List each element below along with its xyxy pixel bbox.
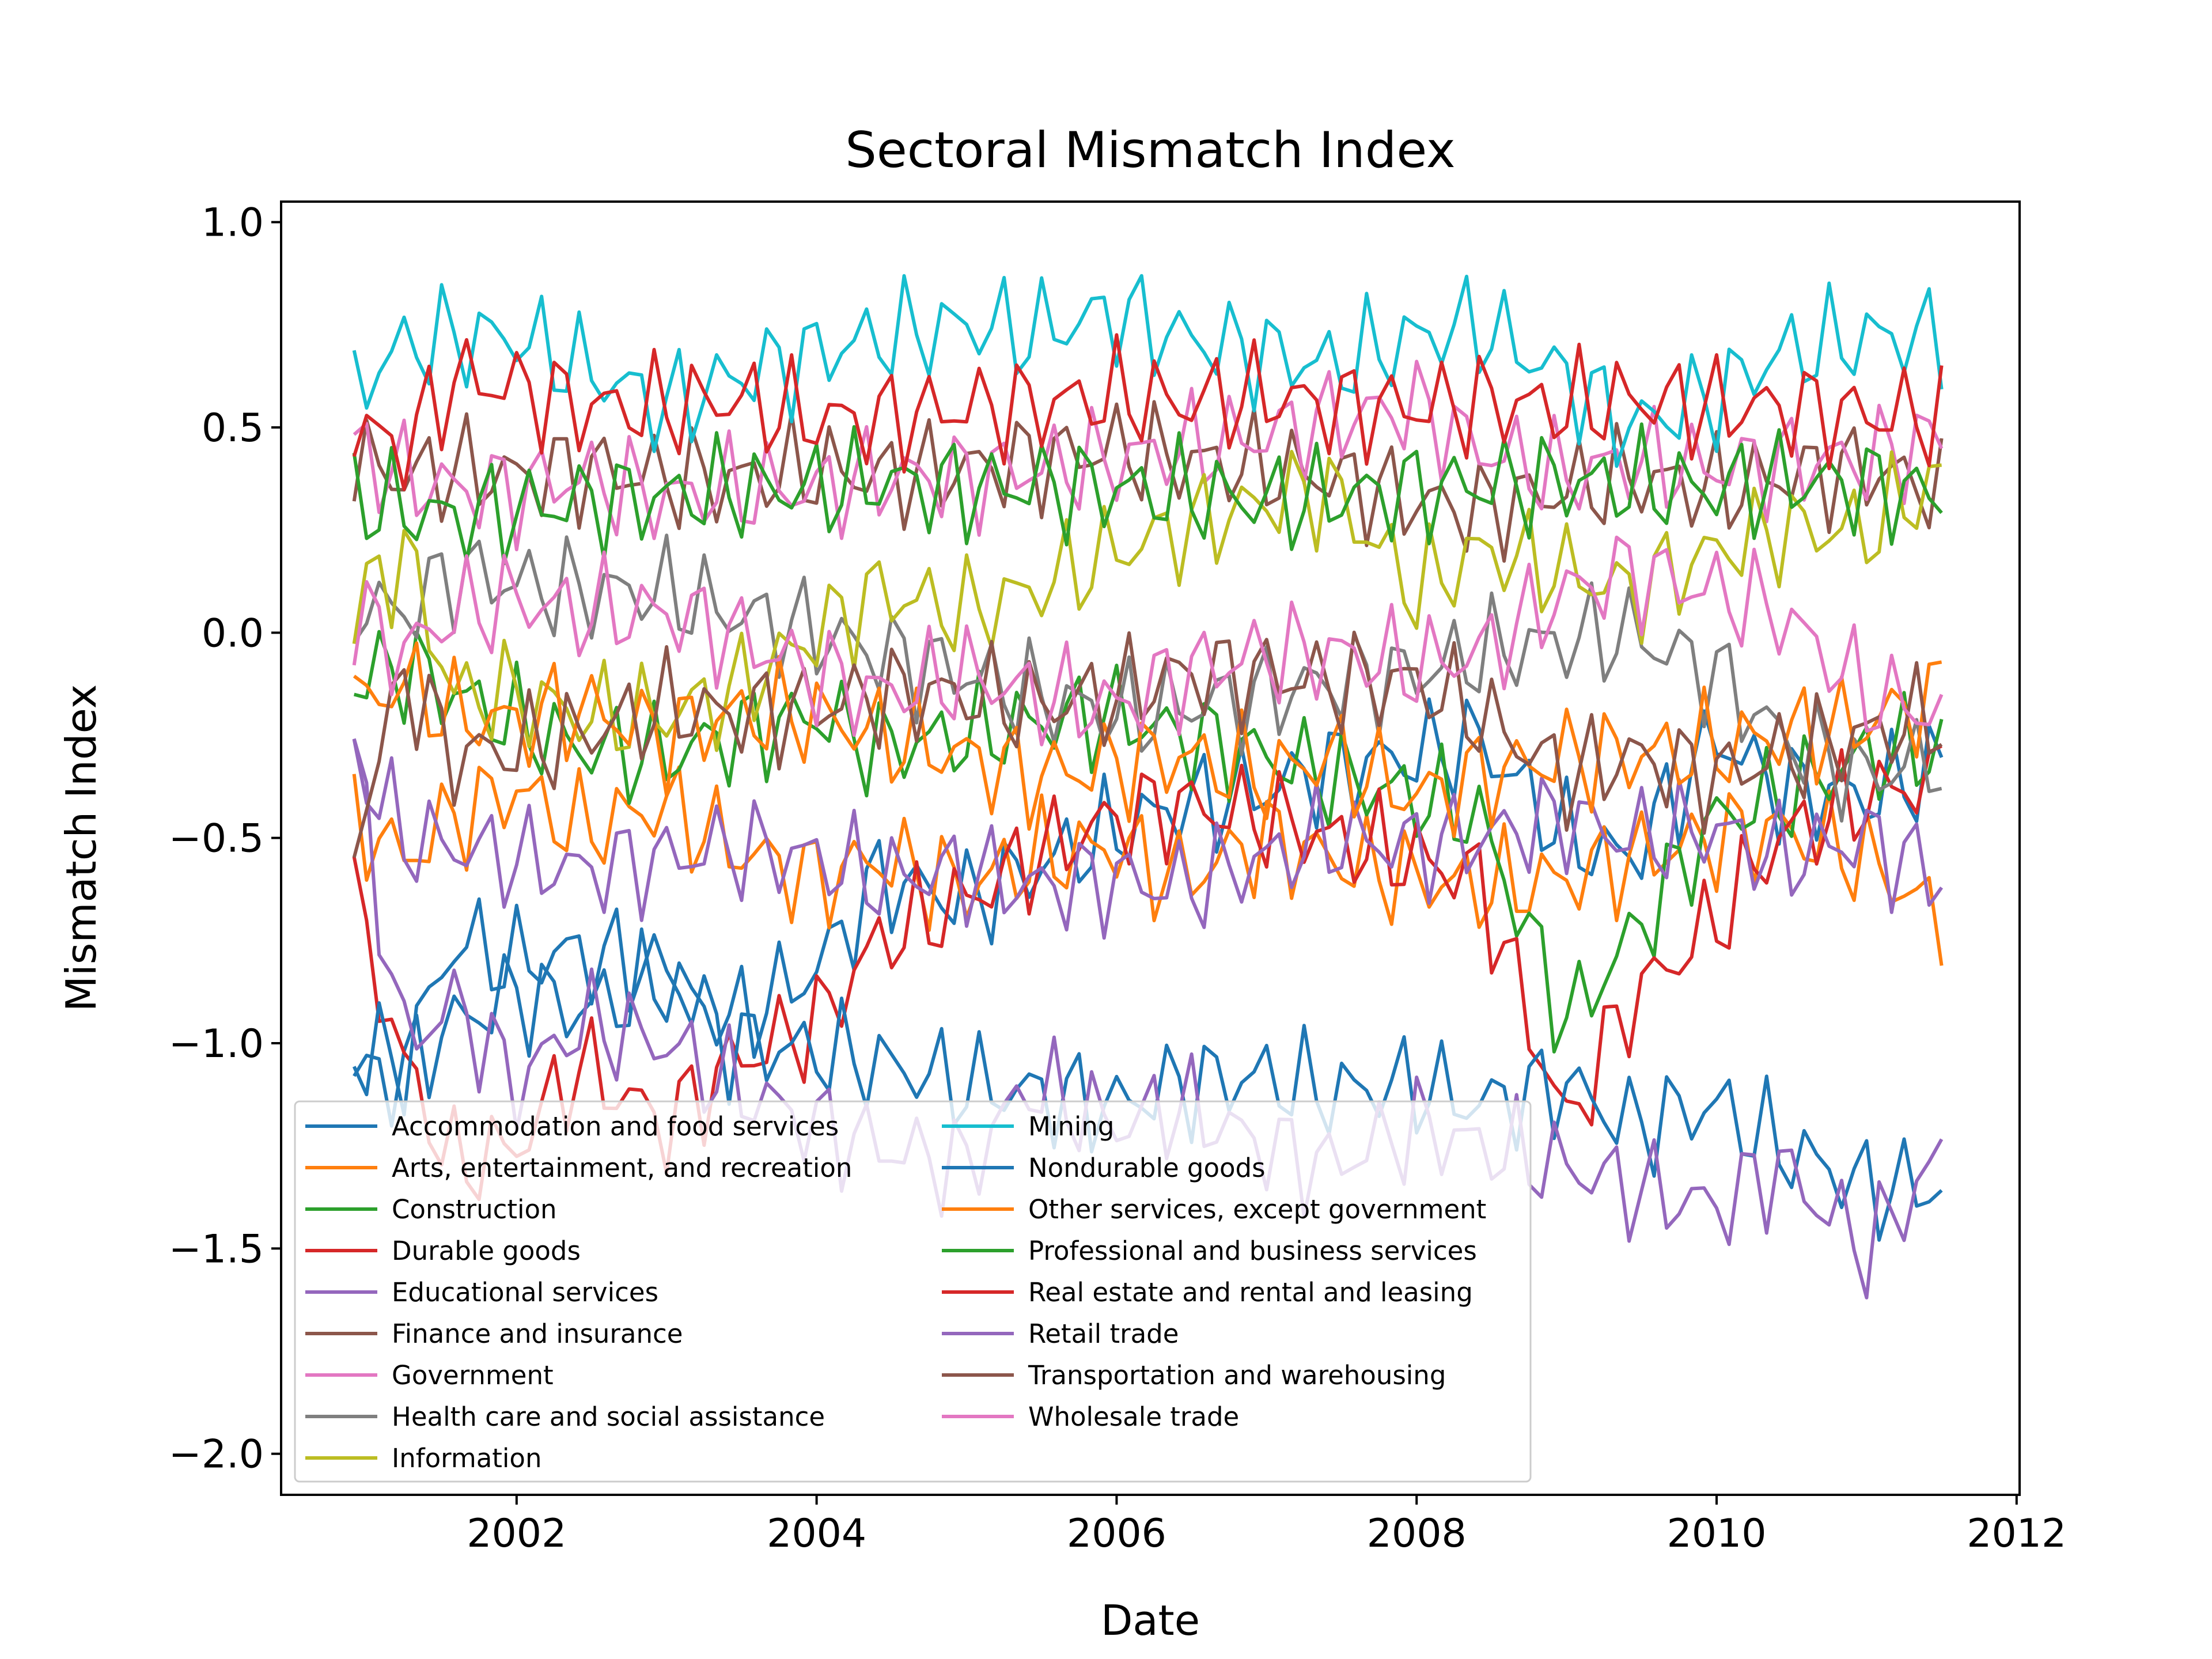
series-line (352, 535, 1944, 747)
axes-frame (280, 200, 2021, 1496)
x-tick-label: 2008 (1367, 1511, 1467, 1556)
series-line (353, 359, 1944, 551)
legend-label: Health care and social assistance (392, 1402, 825, 1432)
legend-label: Other services, except government (1028, 1194, 1486, 1225)
legend-label: Professional and business services (1028, 1236, 1477, 1266)
legend-label: Transportation and warehousing (1028, 1360, 1446, 1391)
x-axis-label: Date (1101, 1596, 1200, 1645)
series-line (353, 641, 1942, 838)
series-line (352, 274, 1944, 468)
legend-label: Educational services (392, 1277, 658, 1308)
x-tick-label: 2004 (767, 1511, 866, 1556)
legend-label: Wholesale trade (1028, 1402, 1239, 1432)
legend-label: Retail trade (1028, 1319, 1179, 1349)
y-tick-label: −1.5 (169, 1226, 264, 1272)
legend-label: Government (392, 1360, 554, 1391)
x-axis: 2002 2004 2006 2008 2010 2012 (467, 1495, 2066, 1556)
y-tick-label: 0.0 (202, 611, 264, 656)
y-tick-label: −0.5 (169, 816, 264, 862)
legend-box (294, 1100, 1532, 1483)
legend-label: Arts, entertainment, and recreation (392, 1153, 852, 1183)
series-line (352, 333, 1944, 491)
legend-label: Durable goods (392, 1236, 581, 1266)
legend-label: Nondurable goods (1028, 1153, 1266, 1183)
legend-label: Accommodation and food services (392, 1111, 839, 1142)
series-line (353, 697, 1944, 1128)
x-tick-label: 2006 (1067, 1511, 1166, 1556)
x-tick-label: 2010 (1666, 1511, 1766, 1556)
series-line (353, 533, 1942, 823)
series-line (352, 738, 1944, 1300)
legend-label: Real estate and rental and leasing (1028, 1277, 1473, 1308)
y-tick-label: 1.0 (202, 200, 264, 246)
chart-title: Sectoral Mismatch Index (845, 122, 1455, 179)
legend-label: Mining (1028, 1111, 1114, 1142)
y-axis-label: Mismatch Index (57, 684, 105, 1012)
series-line (352, 422, 1943, 566)
y-axis: 1.0 0.5 0.0 −0.5 −1.0 −1.5 −2.0 (169, 200, 281, 1478)
legend: Accommodation and food services Arts, ent… (294, 1100, 1532, 1483)
x-tick-label: 2002 (467, 1511, 566, 1556)
series-line (352, 738, 1944, 940)
series-line (352, 765, 1944, 966)
legend-label: Information (392, 1443, 542, 1474)
y-tick-label: 0.5 (202, 406, 264, 451)
series-line (352, 630, 1943, 858)
y-tick-label: −2.0 (169, 1432, 264, 1478)
legend-label: Finance and insurance (392, 1319, 683, 1349)
y-tick-label: −1.0 (169, 1021, 264, 1067)
legend-label: Construction (392, 1194, 557, 1225)
x-tick-label: 2012 (1967, 1511, 2066, 1556)
